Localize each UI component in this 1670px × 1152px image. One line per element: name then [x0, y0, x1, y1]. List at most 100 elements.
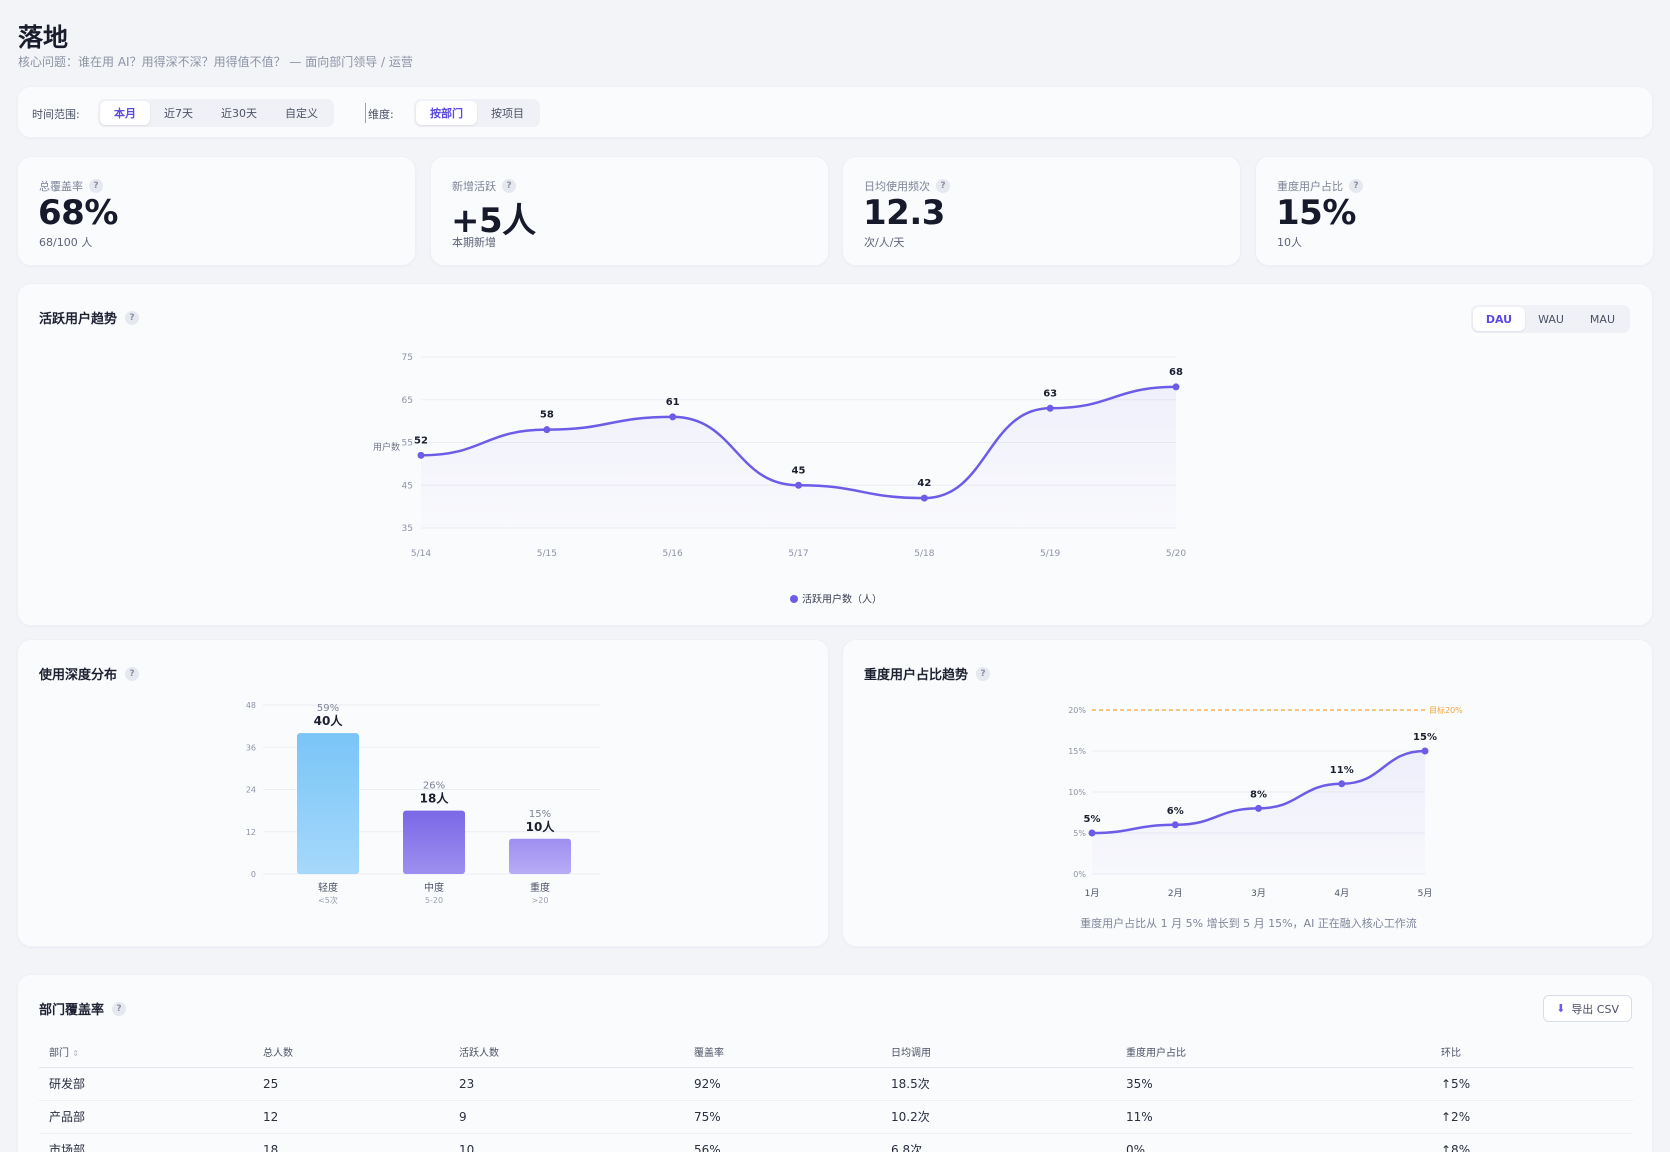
help-icon[interactable]: ?: [125, 666, 140, 681]
time-option-this-month[interactable]: 本月: [100, 101, 150, 125]
kpi-card-new-active: 新增活跃? +5人 本期新增: [430, 156, 829, 266]
column-header: 活跃人数: [449, 1037, 684, 1068]
table-cell: 35%: [1116, 1067, 1431, 1101]
data-label: 45: [792, 465, 806, 476]
x-tick-label: 5/20: [1166, 549, 1186, 559]
data-label: 52: [414, 435, 428, 446]
dimension-label: 维度:: [368, 108, 394, 121]
column-header: 重度用户占比: [1116, 1037, 1431, 1068]
kpi-sub: 68/100 人: [39, 236, 93, 249]
export-label: 导出 CSV: [1571, 1002, 1619, 1016]
data-point: [1171, 821, 1179, 829]
x-tick-label: 1月: [1085, 888, 1100, 899]
data-point: [1172, 383, 1180, 391]
metric-wau[interactable]: WAU: [1538, 312, 1564, 326]
data-label: 61: [666, 397, 680, 408]
kpi-sub: 10人: [1277, 236, 1302, 249]
metric-segment: DAU WAU MAU: [1470, 305, 1630, 333]
dimension-by-department[interactable]: 按部门: [416, 101, 477, 125]
kpi-label: 日均使用频次: [864, 180, 930, 193]
table-row[interactable]: 市场部 18 10 56% 6.8次 0% ↑8%: [39, 1133, 1633, 1152]
table-row[interactable]: 研发部 25 23 92% 18.5次 35% ↑5%: [39, 1067, 1633, 1101]
help-icon[interactable]: ?: [112, 1001, 127, 1016]
y-tick-label: 55: [402, 439, 413, 449]
bar-value-label: 18人: [420, 791, 450, 806]
y-tick-label: 65: [402, 396, 413, 406]
table-cell: 10: [449, 1133, 684, 1152]
x-tick-sublabel: >20: [532, 896, 549, 905]
y-tick-label: 48: [246, 701, 256, 710]
time-option-30-days[interactable]: 近30天: [221, 107, 257, 120]
help-icon[interactable]: ?: [125, 310, 140, 325]
sort-icon[interactable]: ⇕: [72, 1049, 79, 1059]
column-header[interactable]: 部门 ⇕: [39, 1037, 253, 1068]
table-cell: 10.2次: [881, 1100, 1116, 1134]
kpi-label: 重度用户占比: [1277, 180, 1343, 193]
x-tick-label: 2月: [1168, 888, 1183, 899]
filter-divider: [365, 103, 366, 123]
metric-mau[interactable]: MAU: [1589, 312, 1615, 326]
x-tick-label: 5/17: [788, 549, 808, 559]
x-tick-label: 5/19: [1040, 549, 1060, 559]
active-users-trend-card: 活跃用户趋势? DAU WAU MAU 35 45 55 65 75 用户数 52 5/14 5…: [17, 283, 1653, 626]
bar-percent-label: 26%: [423, 781, 445, 792]
bar-percent-label: 15%: [529, 809, 551, 820]
table-cell: ↑5%: [1431, 1067, 1633, 1101]
table-cell: 18: [253, 1133, 449, 1152]
section-title: 使用深度分布: [39, 668, 118, 683]
data-label: 6%: [1167, 806, 1184, 817]
data-point: [1421, 747, 1429, 755]
data-point: [543, 426, 551, 434]
kpi-value: 68%: [38, 193, 118, 233]
y-tick-label: 45: [402, 481, 413, 491]
help-icon[interactable]: ?: [89, 179, 103, 193]
table-cell: 18.5次: [881, 1067, 1116, 1101]
y-tick-label: 35: [402, 524, 413, 534]
page-subtitle: 核心问题：谁在用 AI？用得深不深？用得值不值？ — 面向部门领导 / 运营: [18, 55, 413, 69]
y-tick-label: 12: [246, 828, 256, 837]
data-label: 58: [540, 410, 554, 421]
kpi-card-coverage: 总覆盖率? 68% 68/100 人: [17, 156, 416, 266]
y-tick-label: 0%: [1073, 870, 1086, 879]
table-cell: 产品部: [39, 1100, 253, 1134]
x-tick-label: 轻度: [318, 881, 338, 894]
data-point: [795, 481, 802, 489]
data-label: 68: [1169, 367, 1183, 378]
time-option-7-days[interactable]: 近7天: [164, 107, 193, 120]
table-cell: 56%: [684, 1133, 881, 1152]
y-tick-label: 75: [402, 353, 413, 363]
x-tick-label: 5/16: [663, 549, 683, 559]
column-header: 日均调用: [881, 1037, 1116, 1068]
section-title: 活跃用户趋势: [39, 312, 118, 327]
help-icon[interactable]: ?: [1349, 179, 1363, 193]
kpi-value: 15%: [1276, 193, 1356, 233]
kpi-card-daily-frequency: 日均使用频次? 12.3 次/人/天: [842, 156, 1241, 266]
x-tick-label: 4月: [1334, 888, 1349, 899]
help-icon[interactable]: ?: [976, 666, 991, 681]
heavy-ratio-area-chart: 0% 5% 10% 15% 20% 目标20% 5% 1月 6% 2月 8% 3月 11% 4月 15% 5月: [1068, 705, 1463, 899]
data-point: [1255, 804, 1262, 812]
x-tick-label: 5/15: [537, 549, 557, 559]
table-cell: ↑8%: [1431, 1133, 1633, 1152]
heavy-ratio-card: 重度用户占比趋势? 0% 5% 10% 15% 20% 目标20% 5% 1月 6% 2月 8% 3月…: [842, 639, 1653, 947]
help-icon[interactable]: ?: [502, 179, 516, 193]
export-csv-button[interactable]: ⬇ 导出 CSV: [1543, 995, 1632, 1022]
time-option-custom[interactable]: 自定义: [285, 107, 318, 120]
data-label: 8%: [1250, 789, 1267, 800]
bar-value-label: 40人: [314, 713, 344, 728]
x-tick-label: 5/18: [914, 549, 934, 559]
dimension-by-project[interactable]: 按项目: [491, 107, 524, 120]
metric-dau[interactable]: DAU: [1472, 307, 1526, 331]
kpi-value: +5人: [451, 201, 536, 241]
table-cell: 92%: [684, 1067, 881, 1101]
table-cell: 6.8次: [881, 1133, 1116, 1152]
kpi-value: 12.3: [863, 193, 945, 233]
target-label: 目标20%: [1429, 705, 1463, 715]
help-icon[interactable]: ?: [936, 179, 950, 193]
x-tick-sublabel: <5次: [318, 895, 338, 905]
table-cell: 市场部: [39, 1133, 253, 1152]
table-row[interactable]: 产品部 12 9 75% 10.2次 11% ↑2%: [39, 1100, 1633, 1134]
x-tick-label: 5月: [1418, 888, 1433, 899]
bar-value-label: 10人: [526, 819, 556, 834]
